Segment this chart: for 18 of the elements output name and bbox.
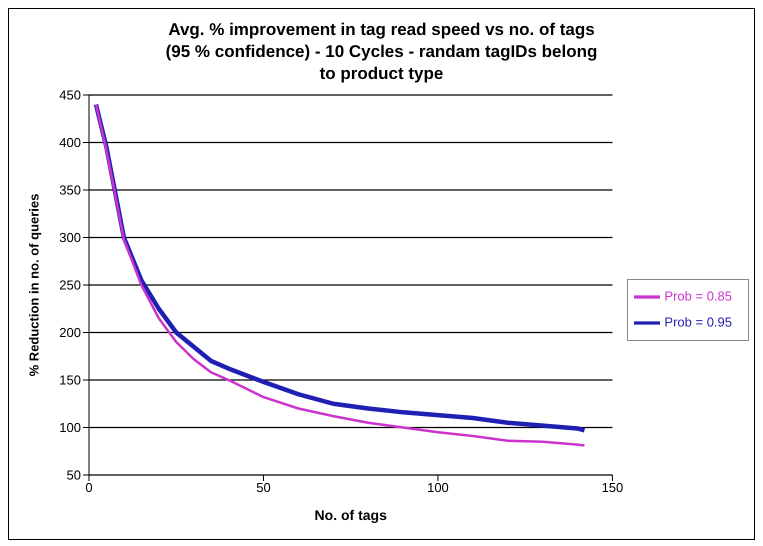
y-tick-label: 300 <box>59 230 81 246</box>
y-tick-label: 350 <box>59 182 81 198</box>
y-tick-label: 200 <box>59 325 81 340</box>
y-tick-label: 400 <box>59 135 81 150</box>
y-tick-label: 150 <box>59 372 81 388</box>
y-tick-label: 450 <box>59 88 81 103</box>
x-axis-title: No. of tags <box>314 507 388 523</box>
chart-title: Avg. % improvement in tag read speed vs no. of tags (95 % confidence) - 10 Cycles - randam tagIDs belong to product type <box>164 19 598 85</box>
x-tick-label: 150 <box>602 480 624 496</box>
x-tick-label: 0 <box>85 480 93 496</box>
legend-label: Prob = 0.95 <box>664 314 732 330</box>
y-tick-label: 250 <box>59 278 81 293</box>
x-tick-label: 50 <box>256 480 271 496</box>
legend-label: Prob = 0.85 <box>664 288 732 304</box>
y-tick-label: 100 <box>59 420 81 436</box>
x-tick-label: 100 <box>427 480 449 496</box>
y-tick-label: 50 <box>66 468 81 483</box>
y-axis-title: % Reduction in no. of queries <box>26 194 42 376</box>
